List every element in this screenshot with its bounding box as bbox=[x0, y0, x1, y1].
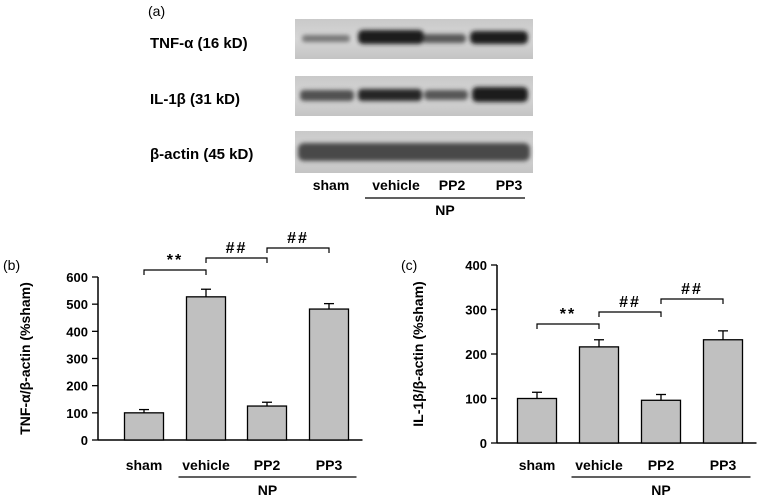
significance-label: ** bbox=[560, 306, 576, 323]
western-blot-panel: (a) TNF-α (16 kD) IL-1β (31 kD) β-actin bbox=[148, 3, 533, 218]
bar-pp3 bbox=[702, 339, 744, 444]
y-tick-label: 100 bbox=[66, 406, 88, 421]
blot-label-tnf: TNF-α (16 kD) bbox=[150, 35, 248, 52]
blot-label-actin: β-actin (45 kD) bbox=[150, 146, 253, 163]
bar-vehicle bbox=[578, 346, 620, 444]
significance-bracket bbox=[536, 323, 600, 329]
significance-label: ## bbox=[287, 230, 309, 247]
category-label: PP2 bbox=[254, 457, 281, 473]
band-il1b-vehicle bbox=[358, 89, 422, 101]
blot-row-actin: β-actin (45 kD) bbox=[150, 131, 533, 173]
bar-sham bbox=[516, 397, 558, 444]
category-label: sham bbox=[126, 457, 163, 473]
band-actin-all bbox=[298, 143, 530, 161]
y-tick-label: 0 bbox=[480, 436, 487, 451]
y-tick-label: 0 bbox=[81, 433, 88, 448]
bar-pp2 bbox=[640, 399, 682, 444]
lane-label-pp2: PP2 bbox=[439, 177, 466, 193]
panel-letter: (b) bbox=[3, 257, 20, 273]
band-tnf-pp3 bbox=[470, 31, 528, 44]
y-tick-label: 400 bbox=[465, 258, 487, 273]
blot-bands-tnf bbox=[302, 30, 528, 44]
blot-bands-actin bbox=[298, 143, 530, 161]
category-label: PP3 bbox=[316, 457, 343, 473]
panel-a-letter: (a) bbox=[148, 3, 165, 19]
lane-label-sham: sham bbox=[313, 177, 350, 193]
y-axis-label: IL-1β/β-actin (%sham) bbox=[410, 281, 426, 426]
significance-label: ## bbox=[681, 281, 703, 298]
band-tnf-sham bbox=[302, 35, 350, 42]
band-tnf-vehicle bbox=[358, 30, 424, 44]
y-tick-label: 600 bbox=[66, 270, 88, 285]
significance-bracket bbox=[205, 257, 268, 263]
bar-vehicle bbox=[185, 296, 227, 441]
y-tick-label: 400 bbox=[66, 324, 88, 339]
significance-label: ** bbox=[167, 252, 183, 269]
tnf-bar-chart: (b) TNF-α/β-actin (%sham) 0 100 200 300 400 500… bbox=[3, 230, 363, 498]
np-group-label: NP bbox=[258, 482, 277, 498]
category-label: vehicle bbox=[575, 457, 623, 473]
bar-pp2 bbox=[246, 405, 288, 441]
significance-bracket bbox=[143, 269, 207, 275]
np-group-label: NP bbox=[651, 482, 670, 498]
significance-label: ## bbox=[619, 294, 641, 311]
category-label: vehicle bbox=[182, 457, 230, 473]
np-group-label-a: NP bbox=[435, 202, 454, 218]
significance-bracket bbox=[660, 298, 724, 304]
blot-label-il1b: IL-1β (31 kD) bbox=[150, 91, 240, 108]
bar-pp3 bbox=[308, 308, 350, 441]
category-label: PP3 bbox=[710, 457, 737, 473]
lane-label-pp3: PP3 bbox=[496, 177, 523, 193]
y-tick-label: 300 bbox=[66, 352, 88, 367]
category-label: PP2 bbox=[648, 457, 675, 473]
blot-bands-il1b bbox=[300, 87, 528, 102]
band-il1b-pp2 bbox=[424, 90, 468, 100]
significance-bracket bbox=[598, 311, 662, 317]
y-tick-label: 500 bbox=[66, 297, 88, 312]
bar-sham bbox=[123, 412, 165, 441]
band-il1b-pp3 bbox=[472, 87, 528, 102]
y-tick-label: 100 bbox=[465, 392, 487, 407]
band-il1b-sham bbox=[300, 90, 354, 101]
panel-letter: (c) bbox=[401, 257, 417, 273]
lane-label-vehicle: vehicle bbox=[372, 177, 420, 193]
significance-label: ## bbox=[226, 240, 248, 257]
category-label: sham bbox=[519, 457, 556, 473]
y-tick-label: 300 bbox=[465, 303, 487, 318]
blot-row-tnf: TNF-α (16 kD) bbox=[150, 19, 533, 59]
y-tick-label: 200 bbox=[66, 379, 88, 394]
y-axis-label: TNF-α/β-actin (%sham) bbox=[17, 282, 33, 435]
significance-bracket bbox=[266, 247, 330, 253]
band-tnf-pp2 bbox=[422, 34, 466, 43]
y-tick-label: 200 bbox=[465, 347, 487, 362]
il1b-bar-chart: (c) IL-1β/β-actin (%sham) 0 100 200 300 400 sha… bbox=[401, 257, 757, 498]
blot-row-il1b: IL-1β (31 kD) bbox=[150, 76, 533, 116]
